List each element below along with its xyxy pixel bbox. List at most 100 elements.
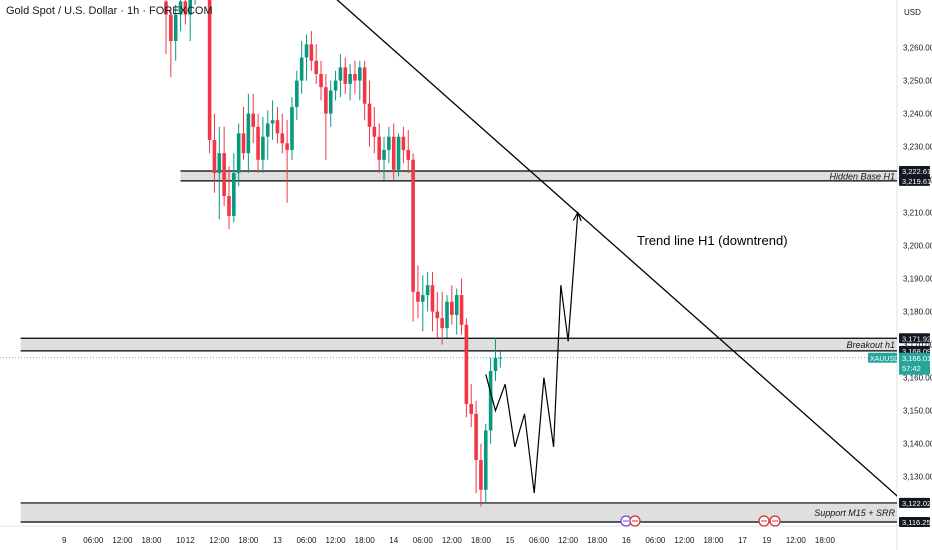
candle-body <box>411 159 415 292</box>
candle-body <box>178 1 183 15</box>
candle-body <box>304 44 309 58</box>
x-tick-label: 10 <box>176 536 185 545</box>
trend-line <box>336 0 897 497</box>
candle-body <box>425 285 430 296</box>
candle-body <box>493 357 498 371</box>
x-tick-label: 19 <box>762 536 771 545</box>
price-tag-text: 3,166.01 <box>902 354 931 363</box>
zone-band <box>180 170 897 181</box>
y-tick-label: 3,200.00 <box>903 242 932 251</box>
y-tick-label: 3,150.00 <box>903 407 932 416</box>
chart-title: Gold Spot / U.S. Dollar · 1h · FOREXCOM <box>6 5 213 17</box>
candle-body <box>270 120 275 124</box>
x-tick-label: 14 <box>389 536 398 545</box>
candle-body <box>188 0 193 15</box>
candle-body <box>367 103 372 127</box>
x-tick-label: 17 <box>738 536 747 545</box>
candle-body <box>440 318 444 329</box>
y-tick-label: 3,240.00 <box>903 110 932 119</box>
price-tag-text: 3,168.09 <box>902 347 931 356</box>
forecast-path <box>485 212 579 494</box>
candle-body <box>348 74 352 84</box>
candle-body <box>256 126 260 160</box>
zone-label: Breakout h1 <box>846 340 895 350</box>
candle-body <box>324 87 328 114</box>
x-tick-label: 18:00 <box>815 536 836 545</box>
candle-body <box>241 133 246 154</box>
x-tick-label: 18:00 <box>141 536 162 545</box>
price-tag-countdown: 57:42 <box>902 364 921 373</box>
x-tick-label: 06:00 <box>645 536 666 545</box>
candle-body <box>236 133 241 173</box>
x-tick-label: 12 <box>186 536 195 545</box>
candle-body <box>295 80 299 107</box>
candle-body <box>387 136 391 150</box>
x-tick-label: 12:00 <box>558 536 579 545</box>
candle-body <box>498 357 503 359</box>
candle-body <box>261 136 265 160</box>
zone-price-tag <box>899 165 930 176</box>
candle-body <box>251 113 256 127</box>
candle-body <box>435 311 440 319</box>
y-tick-label: 3,130.00 <box>903 473 932 482</box>
zone-label: Support M15 + SRR <box>814 508 895 518</box>
price-tag-text: 3,122.02 <box>902 499 931 508</box>
y-tick-label: 3,180.00 <box>903 308 932 317</box>
candle-body <box>343 67 348 84</box>
candle-body <box>445 301 449 329</box>
x-tick-label: 13 <box>273 536 282 545</box>
y-tick-label: 3,210.00 <box>903 209 932 218</box>
candle-body <box>450 301 454 315</box>
candle-body <box>222 153 226 197</box>
candle-body <box>169 14 173 41</box>
price-tag-text: 3,222.61 <box>902 167 931 176</box>
candle-body <box>314 60 318 74</box>
candle-body <box>391 136 396 170</box>
candle-body <box>372 126 377 137</box>
candle-body <box>275 120 280 134</box>
candle-body <box>420 295 425 302</box>
candle-body <box>464 324 469 404</box>
price-tag-text: 3,116.25 <box>902 518 931 527</box>
symbol-tag <box>868 352 897 363</box>
candle-body <box>396 136 401 170</box>
x-tick-label: 18:00 <box>355 536 376 545</box>
symbol-tag-text: XAUUSD <box>870 356 899 363</box>
x-tick-label: 18:00 <box>471 536 492 545</box>
candle-body <box>406 149 411 160</box>
zone-label: Hidden Base H1 <box>829 171 895 181</box>
x-tick-label: 12:00 <box>112 536 133 545</box>
y-tick-label: 3,160.00 <box>903 374 932 383</box>
x-tick-label: 12:00 <box>209 536 230 545</box>
y-tick-label: 3,230.00 <box>903 143 932 152</box>
x-tick-label: 15 <box>506 536 515 545</box>
candle-body <box>319 74 323 88</box>
candle-body <box>353 74 357 81</box>
x-tick-label: 18:00 <box>587 536 608 545</box>
trend-line-label: Trend line H1 (downtrend) <box>637 233 788 248</box>
candle-body <box>217 153 222 173</box>
price-tag-text: 3,171.92 <box>902 334 931 343</box>
candle-body <box>479 460 483 490</box>
candle-body <box>358 67 362 81</box>
candle-body <box>280 133 285 144</box>
x-tick-label: 06:00 <box>529 536 550 545</box>
x-tick-label: 06:00 <box>296 536 317 545</box>
candle-body <box>227 196 231 216</box>
candle-body <box>459 295 464 325</box>
candle-body <box>183 1 188 15</box>
candle-body <box>309 44 314 61</box>
candle-body <box>488 371 493 431</box>
currency-label: USD <box>904 8 921 17</box>
candle-body <box>469 404 474 414</box>
candle-body <box>338 67 343 81</box>
zone-price-tag <box>899 175 930 186</box>
x-tick-label: 12:00 <box>674 536 695 545</box>
candle-body <box>401 136 406 150</box>
zone-band <box>20 338 897 351</box>
current-price-tag <box>899 352 930 375</box>
candle-body <box>232 173 236 216</box>
zone-price-tag <box>899 333 930 344</box>
